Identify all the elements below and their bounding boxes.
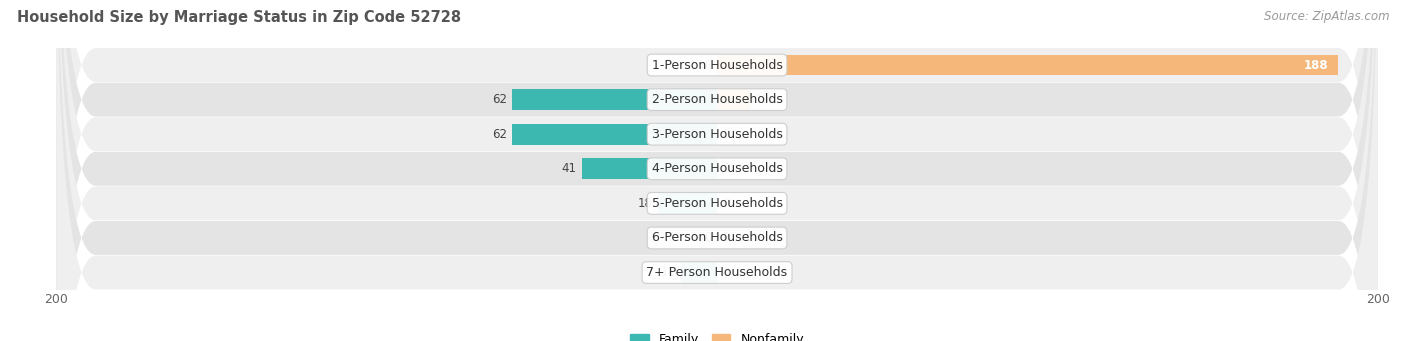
Text: 1-Person Households: 1-Person Households — [651, 59, 783, 72]
FancyBboxPatch shape — [56, 0, 1378, 341]
Bar — [658, 193, 717, 214]
Bar — [512, 124, 717, 145]
Legend: Family, Nonfamily: Family, Nonfamily — [626, 328, 808, 341]
Text: 0: 0 — [704, 232, 711, 244]
Text: 6-Person Households: 6-Person Households — [651, 232, 783, 244]
Text: 0: 0 — [723, 128, 730, 141]
Text: 0: 0 — [723, 266, 730, 279]
Bar — [717, 89, 751, 110]
Text: 2-Person Households: 2-Person Households — [651, 93, 783, 106]
Text: 188: 188 — [1303, 59, 1329, 72]
Text: 62: 62 — [492, 128, 508, 141]
Text: 11: 11 — [661, 266, 676, 279]
Bar — [681, 262, 717, 283]
FancyBboxPatch shape — [56, 0, 1378, 341]
Text: 41: 41 — [561, 162, 576, 175]
Text: 0: 0 — [723, 162, 730, 175]
Bar — [717, 55, 1339, 75]
FancyBboxPatch shape — [56, 0, 1378, 341]
Bar — [582, 159, 717, 179]
FancyBboxPatch shape — [56, 0, 1378, 341]
Text: 7+ Person Households: 7+ Person Households — [647, 266, 787, 279]
Text: Source: ZipAtlas.com: Source: ZipAtlas.com — [1264, 10, 1389, 23]
FancyBboxPatch shape — [56, 0, 1378, 341]
Text: 5-Person Households: 5-Person Households — [651, 197, 783, 210]
FancyBboxPatch shape — [56, 0, 1378, 341]
Text: 3-Person Households: 3-Person Households — [651, 128, 783, 141]
Text: 10: 10 — [755, 93, 770, 106]
Text: 4-Person Households: 4-Person Households — [651, 162, 783, 175]
Text: 0: 0 — [723, 232, 730, 244]
Text: 18: 18 — [638, 197, 652, 210]
Text: Household Size by Marriage Status in Zip Code 52728: Household Size by Marriage Status in Zip… — [17, 10, 461, 25]
Text: 0: 0 — [723, 197, 730, 210]
FancyBboxPatch shape — [56, 0, 1378, 341]
Bar — [512, 89, 717, 110]
Text: 62: 62 — [492, 93, 508, 106]
Text: 0: 0 — [704, 59, 711, 72]
